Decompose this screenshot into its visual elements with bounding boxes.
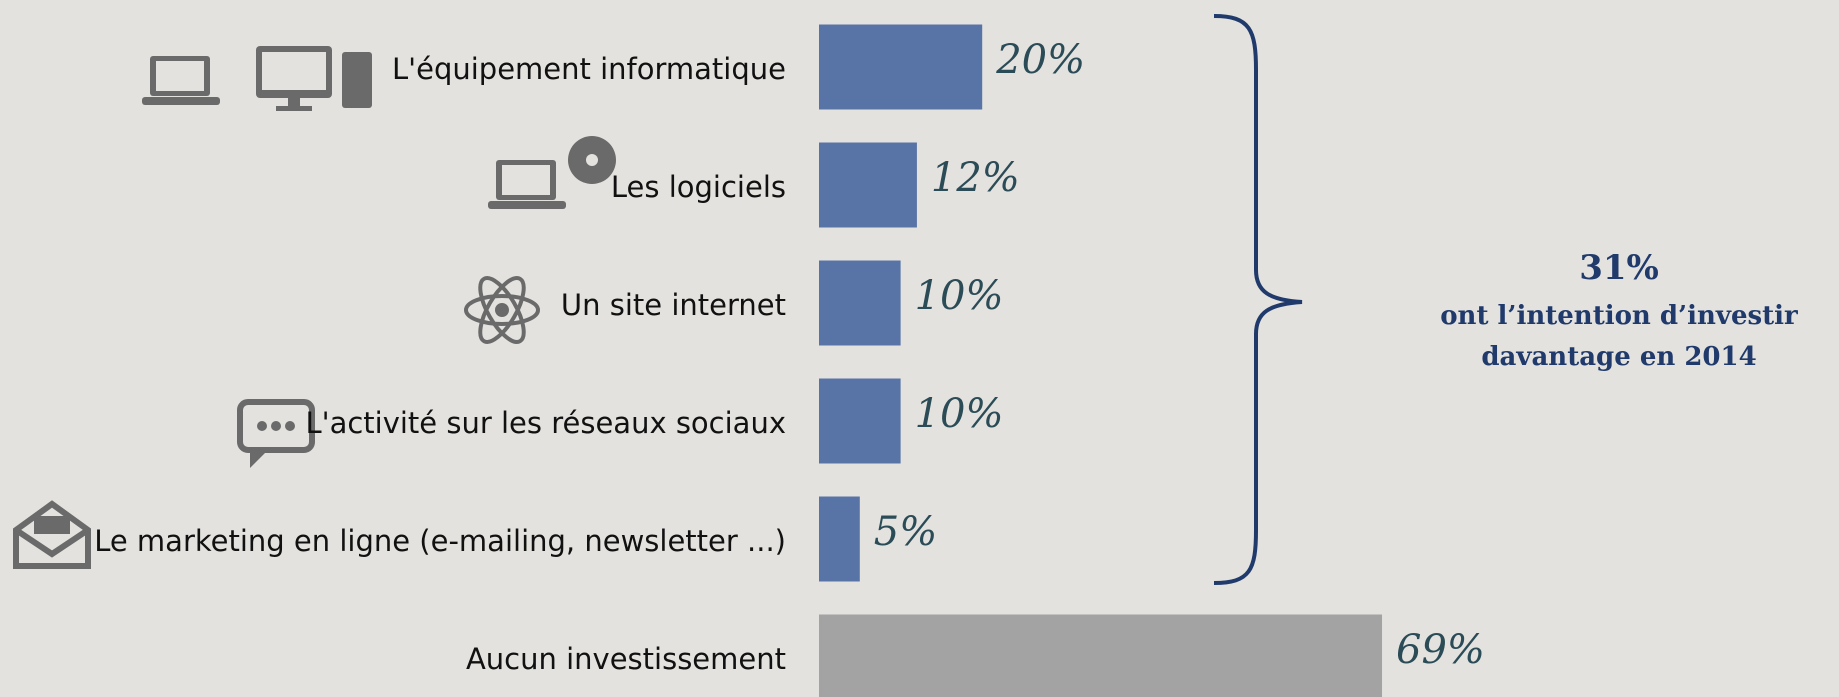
mail-icon <box>13 500 91 569</box>
desktop-icon <box>256 46 372 111</box>
value-label: 10% <box>915 273 1004 319</box>
category-label: L'activité sur les réseaux sociaux <box>305 406 786 440</box>
laptop-icon <box>142 56 220 105</box>
software-icon <box>488 136 616 209</box>
category-label: L'équipement informatique <box>392 52 786 86</box>
value-label: 69% <box>1396 627 1485 673</box>
brace <box>1213 14 1303 585</box>
bar <box>819 142 917 228</box>
annotation-value: 31% <box>1579 248 1659 288</box>
bar <box>819 614 1383 697</box>
category-label: Aucun investissement <box>466 642 786 676</box>
category-label: Les logiciels <box>611 170 786 204</box>
bar <box>819 24 983 110</box>
value-label: 10% <box>915 391 1004 437</box>
category-label: Un site internet <box>561 288 786 322</box>
chat-icon <box>237 399 315 468</box>
bar <box>819 378 901 464</box>
annotation-text: davantage en 2014 <box>1481 342 1756 372</box>
value-label: 12% <box>931 155 1020 201</box>
value-label: 20% <box>995 37 1085 83</box>
web-icon <box>464 276 540 344</box>
category-label: Le marketing en ligne (e-mailing, newsle… <box>94 524 786 558</box>
icons <box>13 46 616 569</box>
bar <box>819 496 860 582</box>
value-label: 5% <box>874 509 937 555</box>
bar <box>819 260 901 346</box>
annotation-text: ont l’intention d’investir <box>1440 301 1798 331</box>
